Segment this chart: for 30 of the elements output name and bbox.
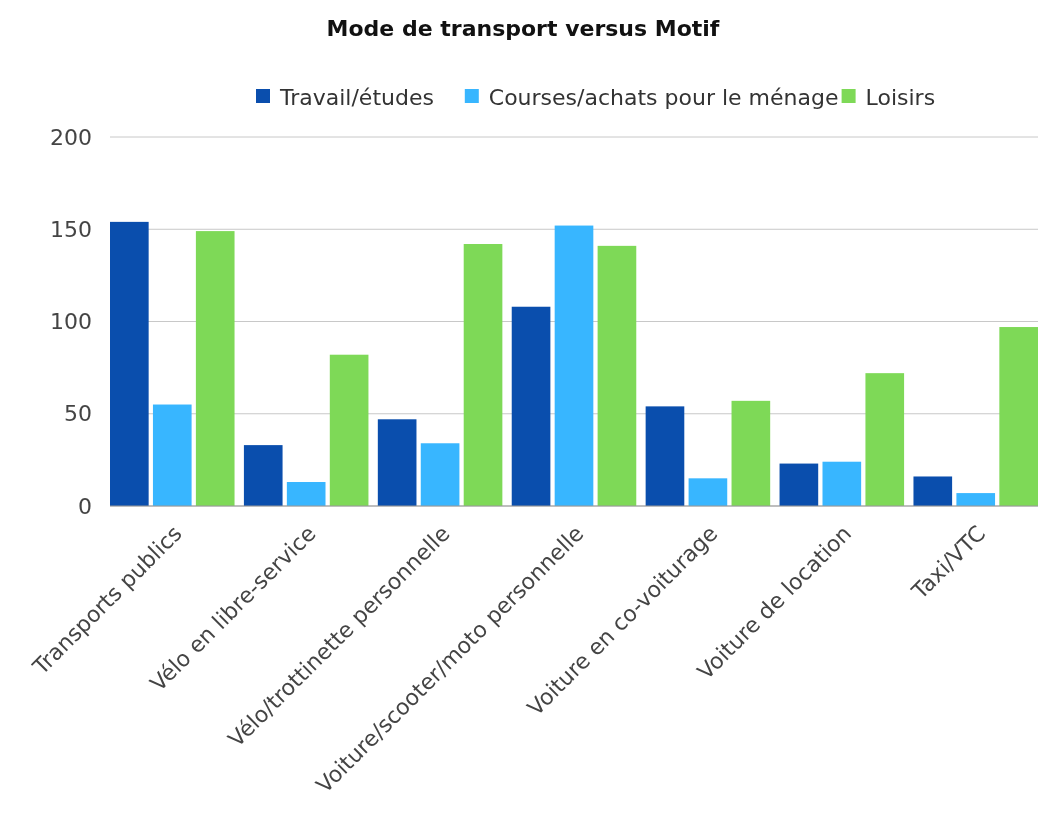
legend-label: Travail/études — [279, 84, 434, 110]
y-tick-label: 50 — [64, 401, 92, 427]
bar — [377, 419, 417, 506]
bar — [152, 404, 192, 506]
y-tick-label: 150 — [50, 216, 92, 242]
bar — [956, 493, 996, 506]
bar — [463, 244, 503, 506]
bar — [913, 476, 953, 506]
bar — [243, 445, 283, 506]
bar — [999, 327, 1038, 506]
y-tick-label: 200 — [50, 124, 92, 150]
bar — [597, 245, 637, 506]
legend-label: Loisirs — [865, 84, 936, 110]
bar — [554, 225, 594, 506]
bar — [110, 221, 149, 506]
y-tick-label: 0 — [78, 493, 92, 519]
bar — [865, 373, 905, 506]
bar — [286, 482, 326, 506]
bar — [195, 231, 235, 506]
chart-title: Mode de transport versus Motif — [326, 16, 720, 41]
bar — [420, 443, 460, 506]
bar — [329, 354, 369, 506]
bar — [688, 478, 728, 506]
bar — [822, 461, 862, 506]
bar — [731, 400, 771, 506]
bar — [645, 406, 685, 506]
bar — [779, 463, 819, 506]
bar — [511, 306, 551, 506]
legend-label: Courses/achats pour le ménage — [488, 84, 839, 110]
y-tick-label: 100 — [50, 309, 92, 335]
